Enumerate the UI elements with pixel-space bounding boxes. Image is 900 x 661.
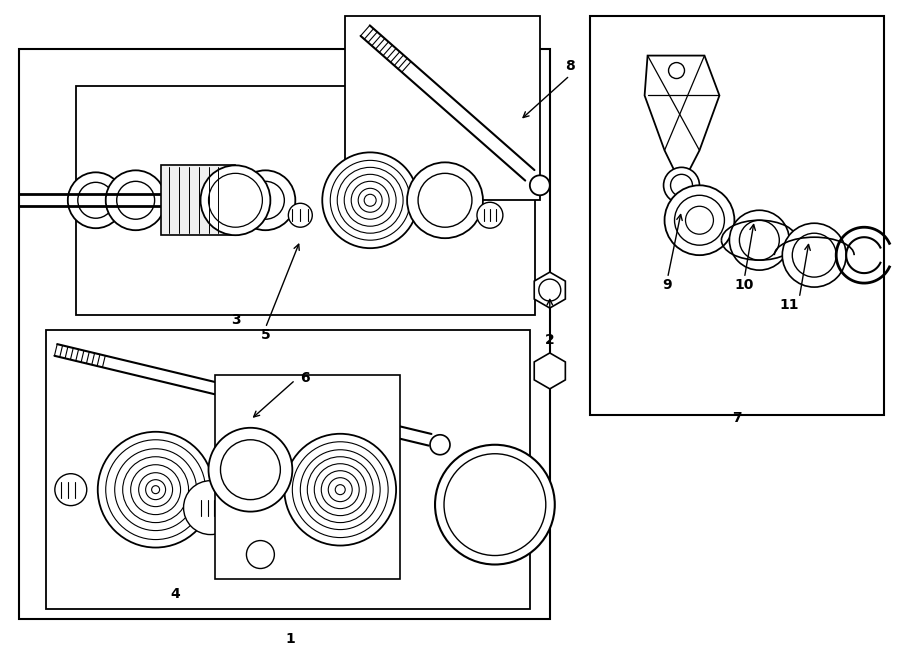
Polygon shape [346, 16, 540, 200]
Polygon shape [535, 353, 565, 389]
Circle shape [351, 181, 389, 219]
Circle shape [55, 474, 86, 506]
Bar [160, 165, 236, 235]
Circle shape [247, 181, 284, 219]
Circle shape [117, 181, 155, 219]
Text: 2: 2 [544, 333, 554, 347]
Circle shape [105, 171, 166, 230]
Text: 7: 7 [733, 411, 742, 425]
Circle shape [328, 478, 352, 502]
Circle shape [114, 449, 196, 531]
Circle shape [98, 432, 213, 547]
Circle shape [321, 471, 359, 508]
Circle shape [322, 153, 418, 248]
Circle shape [146, 480, 166, 500]
Text: 6: 6 [301, 371, 310, 385]
Circle shape [344, 175, 396, 226]
Text: 3: 3 [230, 313, 240, 327]
Circle shape [335, 485, 346, 494]
Text: 9: 9 [662, 278, 672, 292]
Circle shape [307, 457, 374, 523]
Circle shape [314, 464, 366, 516]
Circle shape [674, 195, 725, 245]
Circle shape [729, 210, 789, 270]
Circle shape [220, 440, 281, 500]
Circle shape [782, 223, 846, 287]
Circle shape [477, 202, 503, 228]
Circle shape [664, 185, 734, 255]
Text: 5: 5 [260, 328, 270, 342]
Circle shape [330, 161, 410, 240]
Circle shape [236, 171, 295, 230]
Circle shape [209, 173, 263, 227]
Circle shape [184, 481, 238, 535]
Circle shape [669, 63, 685, 79]
Circle shape [435, 445, 554, 564]
Polygon shape [46, 330, 530, 609]
Circle shape [122, 457, 189, 523]
Circle shape [358, 188, 382, 212]
Polygon shape [19, 49, 550, 619]
Polygon shape [590, 16, 884, 415]
Circle shape [77, 182, 113, 218]
Circle shape [68, 173, 123, 228]
Circle shape [292, 442, 388, 537]
Circle shape [201, 165, 270, 235]
Polygon shape [644, 56, 719, 185]
Text: 10: 10 [734, 278, 754, 292]
Circle shape [247, 541, 274, 568]
Polygon shape [535, 272, 565, 308]
Circle shape [151, 486, 159, 494]
Circle shape [139, 473, 173, 506]
Circle shape [792, 233, 836, 277]
Circle shape [407, 163, 483, 238]
Text: 8: 8 [565, 59, 574, 73]
Text: 4: 4 [171, 588, 181, 602]
Circle shape [670, 175, 692, 196]
Polygon shape [215, 375, 400, 580]
Circle shape [663, 167, 699, 204]
Circle shape [209, 428, 292, 512]
Circle shape [530, 175, 550, 195]
Circle shape [740, 220, 779, 260]
Circle shape [364, 194, 376, 206]
Circle shape [130, 465, 181, 515]
Text: 11: 11 [779, 298, 799, 312]
Text: 1: 1 [285, 633, 295, 646]
Polygon shape [76, 85, 535, 315]
Circle shape [430, 435, 450, 455]
Circle shape [686, 206, 714, 234]
Circle shape [284, 434, 396, 545]
Circle shape [105, 440, 205, 539]
Circle shape [444, 453, 545, 555]
Circle shape [301, 449, 380, 529]
Circle shape [288, 204, 312, 227]
Circle shape [539, 279, 561, 301]
Circle shape [418, 173, 472, 227]
Circle shape [338, 167, 403, 233]
